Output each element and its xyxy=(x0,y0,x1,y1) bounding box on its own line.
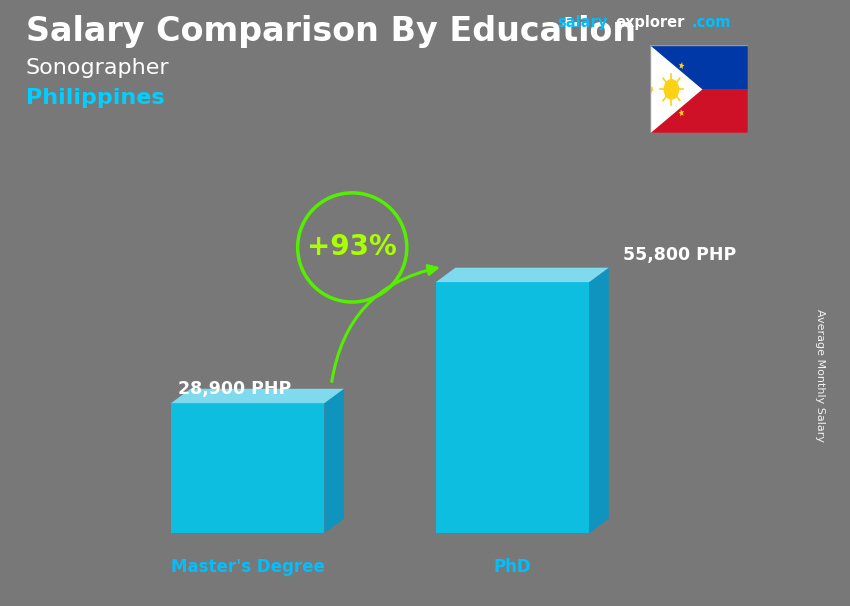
Polygon shape xyxy=(650,89,748,133)
Text: Salary Comparison By Education: Salary Comparison By Education xyxy=(26,15,636,48)
FancyArrowPatch shape xyxy=(332,265,437,382)
Text: +93%: +93% xyxy=(308,233,397,261)
Text: Philippines: Philippines xyxy=(26,88,164,108)
Text: Sonographer: Sonographer xyxy=(26,58,169,78)
Text: salary: salary xyxy=(557,15,607,30)
Polygon shape xyxy=(171,403,325,533)
Circle shape xyxy=(664,80,678,99)
Polygon shape xyxy=(171,389,344,403)
Polygon shape xyxy=(650,45,702,133)
Polygon shape xyxy=(678,109,684,116)
Text: Average Monthly Salary: Average Monthly Salary xyxy=(815,309,825,442)
Text: 28,900 PHP: 28,900 PHP xyxy=(178,380,292,398)
Polygon shape xyxy=(589,268,609,533)
Text: PhD: PhD xyxy=(494,558,531,576)
Text: explorer: explorer xyxy=(615,15,685,30)
Text: .com: .com xyxy=(692,15,731,30)
Polygon shape xyxy=(436,268,609,282)
Polygon shape xyxy=(649,86,654,93)
Polygon shape xyxy=(325,389,344,533)
Text: 55,800 PHP: 55,800 PHP xyxy=(623,246,736,264)
Text: Master's Degree: Master's Degree xyxy=(171,558,325,576)
Polygon shape xyxy=(679,62,684,70)
Polygon shape xyxy=(436,282,589,533)
Polygon shape xyxy=(650,45,748,89)
